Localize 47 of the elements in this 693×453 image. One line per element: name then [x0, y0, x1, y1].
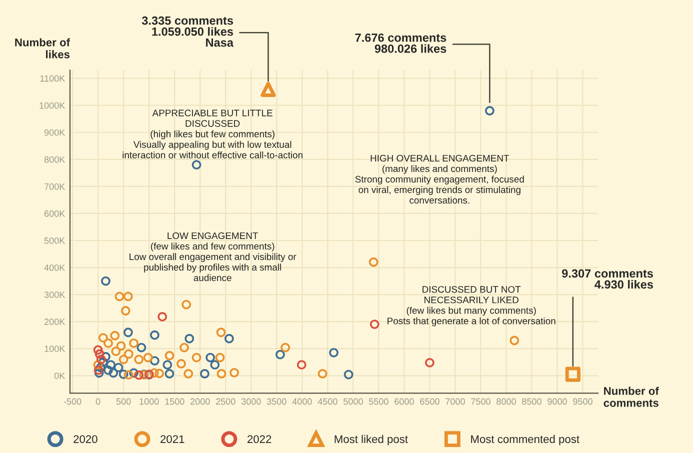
x-tick-label: 4000 — [292, 398, 312, 405]
x-tick-label: 8500 — [522, 398, 542, 405]
y-tick-label: 100K — [44, 346, 66, 352]
legend-label: Most commented post — [471, 434, 580, 446]
x-tick-label: 6500 — [420, 398, 440, 405]
y-tick-label: 600K — [44, 210, 66, 217]
legend-label: 2022 — [248, 435, 272, 444]
x-tick-label: 3000 — [241, 398, 261, 405]
annotation: 3.335 comments 1.059.050 likes Nasa — [142, 16, 234, 47]
x-tick-label: 8000 — [496, 398, 516, 405]
x-tick-label: 9500 — [573, 398, 592, 405]
x-tick-label: 2500 — [216, 398, 236, 405]
legend-label: Most liked post — [334, 434, 408, 446]
y-tick-label: 300K — [44, 292, 66, 298]
y-tick-label: 700K — [44, 183, 66, 190]
x-tick-label: 5000 — [343, 398, 363, 405]
annotation: LOW ENGAGEMENT (few likes and few comments) Low overall engagement and visibility or published by profiles with a small audience — [130, 232, 296, 282]
y-tick-label: 1100K — [40, 75, 66, 82]
x-tick-label: 3500 — [266, 398, 286, 405]
annotation: 7.676 comments 980.026 likes — [355, 33, 446, 53]
x-tick-label: 7000 — [446, 398, 465, 405]
y-tick-label: 500K — [44, 237, 66, 244]
annotation: DISCUSSED BUT NOT NECESSARILY LIKED (few likes but many comments) Posts that generate a lot of conversation — [388, 286, 556, 326]
x-tick-label: -500 — [64, 398, 82, 405]
y-tick-label: 800K — [44, 156, 66, 163]
x-tick-label: 1000 — [140, 398, 159, 405]
y-tick-label: 900K — [44, 129, 66, 136]
x-tick-label: 4500 — [318, 398, 338, 405]
y-tick-label: 0K — [54, 372, 66, 379]
x-tick-label: 2000 — [190, 398, 210, 405]
x-tick-label: 5500 — [368, 398, 388, 405]
x-tick-label: 500 — [116, 398, 131, 405]
y-tick-label: 200K — [44, 318, 66, 325]
legend-label: 2021 — [160, 435, 184, 444]
x-tick-label: 1500 — [165, 398, 184, 405]
x-tick-label: 7500 — [471, 398, 490, 405]
x-tick-label: 9000 — [548, 398, 567, 405]
y-tick-label: 1000K — [40, 102, 66, 109]
annotation: APPRECIABLE BUT LITTLE DISCUSSED (high likes but few comments) Visually appealing but with low textual interaction or without effective call-to-action — [122, 110, 302, 158]
y-axis-title: Number of likes — [15, 38, 70, 58]
x-tick-label: 6000 — [394, 398, 414, 405]
x-axis-title: Number of comments — [604, 386, 659, 407]
y-tick-label: 400K — [44, 264, 66, 271]
annotation: HIGH OVERALL ENGAGEMENT (many likes and comments) Strong community engagement, focused on viral, emerging trends or stimulating conversations. — [355, 154, 524, 204]
legend-label: 2020 — [74, 435, 98, 444]
annotation: 9.307 comments 4.930 likes — [562, 269, 653, 289]
x-tick-label: 0 — [96, 398, 100, 405]
